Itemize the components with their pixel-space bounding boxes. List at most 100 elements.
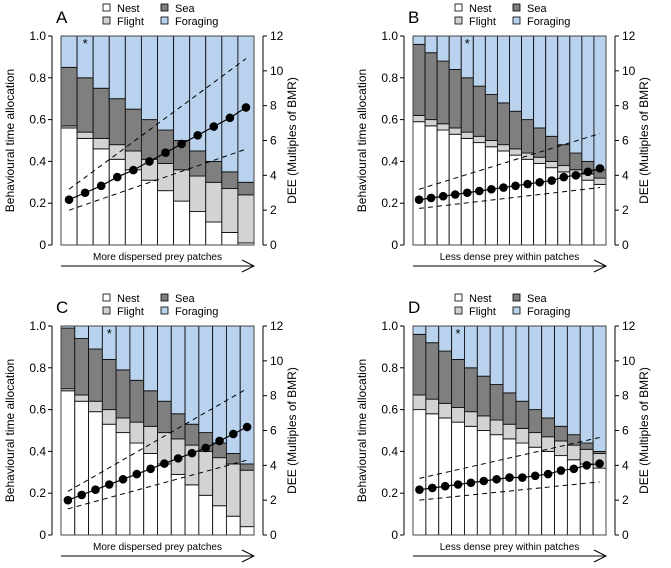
dee-point (569, 464, 579, 474)
legend-label-nest: Nest (469, 3, 492, 15)
bar-segment-flight (143, 425, 158, 454)
bar-segment-sea (60, 66, 78, 127)
left-tick-label: 0 (39, 528, 46, 542)
bar-segment-nest (184, 484, 200, 536)
dee-point (453, 480, 463, 489)
right-tick-label: 6 (622, 424, 629, 438)
dee-point (91, 485, 100, 495)
dee-upper-bound-line (419, 436, 600, 479)
bar-segment-sea (509, 110, 523, 150)
dee-point (160, 459, 169, 468)
bar-segment-foraging (184, 325, 200, 425)
legend-swatch-foraging (512, 306, 521, 315)
dee-point (177, 139, 186, 149)
left-tick-label: 0.6 (381, 403, 398, 417)
bar-segment-flight (554, 440, 568, 457)
bar-segment-nest (528, 446, 543, 536)
bar-segment-foraging (436, 35, 450, 62)
right-tick-label: 12 (622, 29, 636, 43)
right-tick-label: 12 (622, 319, 636, 333)
bar-segment-flight (460, 131, 474, 139)
gradient-arrowhead-icon (241, 259, 256, 273)
bar-segment-foraging (464, 325, 478, 369)
bar-segment-sea (476, 375, 491, 417)
bar-segment-nest (101, 423, 117, 536)
y-axis-right-title: DEE (Multiples of BMR) (637, 77, 651, 204)
bar-segment-flight (451, 407, 465, 423)
right-tick-label: 8 (270, 99, 277, 113)
bar-segment-sea (502, 392, 517, 425)
bar-segment-nest (198, 494, 214, 536)
plot-frame (60, 35, 255, 246)
bar-segment-sea (170, 413, 186, 440)
bar-segment-sea (412, 333, 427, 396)
bar-segment-foraging (88, 325, 103, 350)
bar-segment-foraging (566, 325, 581, 436)
bar-segment-sea (489, 384, 504, 421)
bar-segment-foraging (173, 35, 191, 141)
left-tick-label: 0.6 (29, 113, 46, 127)
significance-marker: * (83, 36, 88, 51)
bar-segment-nest (502, 438, 517, 536)
right-tick-label: 2 (270, 203, 277, 217)
dee-point (225, 113, 235, 123)
bar-segment-nest (124, 169, 142, 246)
gradient-arrowhead-icon (241, 549, 256, 563)
left-tick-label: 0.8 (381, 361, 398, 375)
bar-segment-foraging (528, 325, 543, 411)
bar-segment-sea (129, 379, 145, 423)
left-tick-label: 0 (39, 238, 46, 252)
bar-segment-nest (60, 127, 78, 246)
bar-segment-foraging (554, 325, 568, 427)
gradient-label: Less dense prey within patches (440, 542, 580, 553)
bar-segment-foraging (533, 35, 547, 129)
bar-segment-foraging (438, 325, 453, 352)
bar-segment-foraging (545, 35, 559, 137)
bar-segment-foraging (489, 325, 504, 385)
left-tick-label: 0.4 (29, 444, 46, 458)
legend-swatch-sea (160, 293, 169, 302)
y-axis-title: Behavioural time allocation (355, 69, 369, 212)
dee-line (418, 167, 601, 201)
legend-swatch-nest (454, 293, 463, 302)
bar-segment-sea (569, 152, 583, 171)
dee-point (229, 429, 238, 439)
bar-segment-flight (448, 127, 462, 135)
bar-segment-foraging (157, 35, 175, 131)
bar-segment-sea (237, 181, 255, 196)
dee-point (487, 184, 496, 194)
dee-point (559, 172, 569, 182)
bar-segment-sea (484, 94, 498, 141)
right-tick-label: 4 (270, 458, 277, 472)
dee-point (499, 183, 508, 192)
legend-label-foraging: Foraging (527, 16, 570, 28)
bar-segment-nest (509, 154, 523, 246)
bar-segment-foraging (205, 35, 223, 162)
left-tick-label: 0.4 (29, 154, 46, 168)
bar-segment-foraging (581, 35, 595, 162)
bar-segment-sea (412, 43, 426, 116)
bar-segment-foraging (515, 325, 530, 402)
dee-point (466, 478, 476, 488)
right-tick-label: 10 (270, 354, 284, 368)
legend-swatch-foraging (160, 16, 169, 25)
bar-segment-sea (515, 400, 530, 429)
dee-point (523, 179, 532, 189)
gradient-label: Less dense prey within patches (440, 252, 580, 263)
dee-point (492, 474, 501, 484)
bar-segment-flight (557, 165, 571, 173)
bar-segment-nest (484, 146, 498, 246)
bar-segment-flight (496, 144, 510, 152)
dee-point (161, 148, 170, 157)
y-axis-right-title: DEE (Multiples of BMR) (285, 367, 299, 494)
dee-point (450, 190, 460, 199)
legend-label-sea: Sea (527, 3, 547, 15)
bar-segment-foraging (74, 325, 90, 339)
dee-point (595, 164, 605, 173)
legend-swatch-sea (512, 3, 521, 12)
bar-segment-nest (115, 432, 131, 536)
legend-label-foraging: Foraging (175, 306, 218, 318)
bar-segment-sea (88, 348, 103, 402)
bar-segment-nest (140, 179, 158, 246)
